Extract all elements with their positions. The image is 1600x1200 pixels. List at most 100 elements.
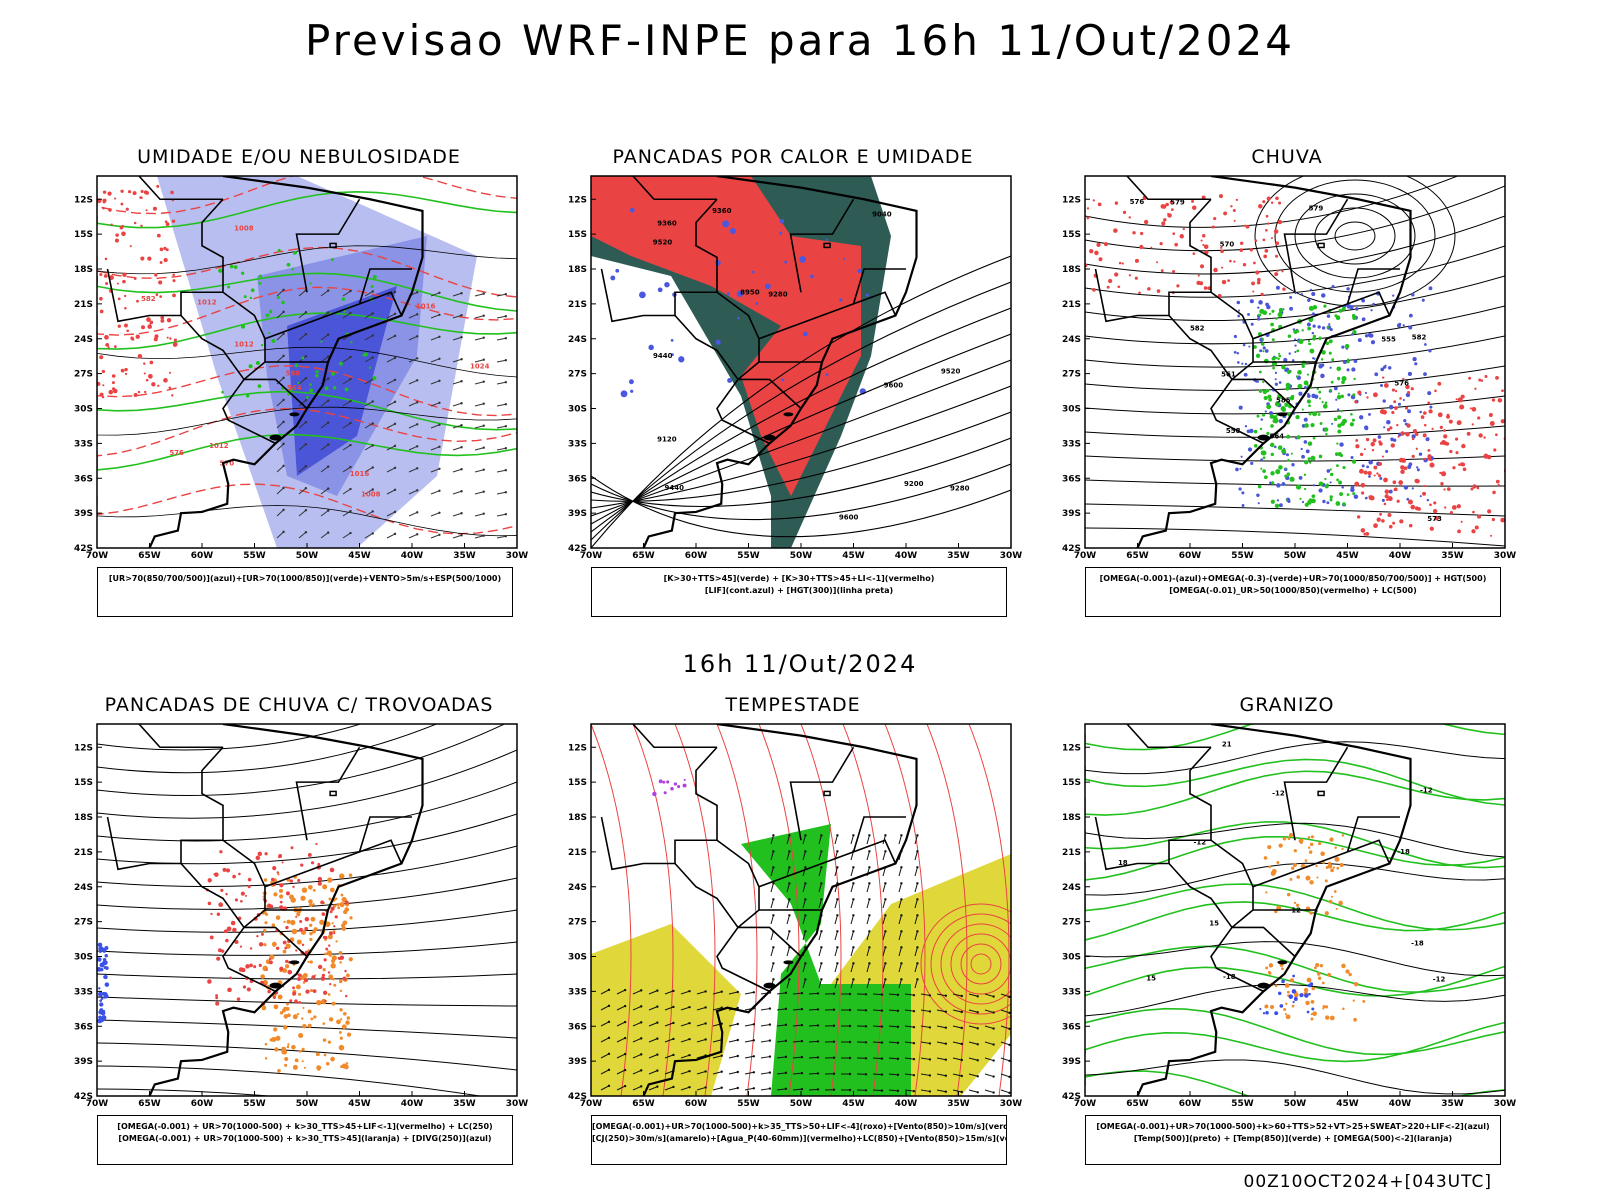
wind-vector [852,882,855,885]
ur-red [1103,242,1109,247]
omega-blue [1303,417,1308,422]
wind-vector [852,914,855,917]
orange-area [309,937,313,942]
red-area [297,878,301,882]
omega-blue [1425,437,1430,442]
red-dot [105,342,110,347]
wind-vector [808,1040,819,1043]
red-area [321,912,326,916]
omega-green [1318,397,1321,400]
wind-vector [736,1054,739,1058]
divergence-blue [102,961,106,965]
orange-area [328,897,332,901]
hail-blue [1306,1010,1310,1014]
state-border-4 [789,198,855,293]
wind-vector [393,312,397,316]
wind-vector [298,311,307,319]
lon-label: 35W [453,1099,476,1109]
wind-vector [496,535,506,539]
wind-vector [430,402,440,407]
omega500-orange [1327,972,1332,977]
wind-vector [944,994,948,997]
omega-green [1257,484,1262,489]
wind-vector [770,963,774,973]
wind-vector [772,866,775,869]
hail-blue [1292,1000,1295,1004]
wind-vector [371,356,374,359]
wind-vector [452,424,462,429]
wind-vector [884,834,887,837]
red-area [238,967,244,972]
wind-vector [802,931,806,941]
wind-vector [304,487,308,490]
wind-vector [648,990,658,995]
omega-green [1337,378,1340,381]
wind-vector [648,1022,658,1027]
ur-red [1363,470,1368,475]
ur-red [1278,201,1282,205]
red-area [249,947,253,950]
omega-blue [1333,386,1338,391]
omega500-orange [1328,861,1332,865]
omega500-orange [1324,1005,1329,1009]
green-dot [350,341,353,344]
wind-vector [786,851,790,861]
ur-red [1448,419,1453,424]
wind-vector [452,402,462,407]
hail-blue [1311,1007,1315,1011]
high-pressure-contour [1314,207,1396,265]
omega-blue [1367,332,1373,338]
red-area [249,963,253,968]
wind-vector [866,851,870,861]
wind-vector [623,1020,627,1024]
hail-blue [1293,997,1298,1002]
ur-red [1455,437,1459,441]
omega500-orange [1336,866,1340,870]
wind-vector [282,530,285,534]
omega-blue [1370,340,1376,345]
wind-vector [474,293,484,297]
wind-vector [386,489,396,495]
wind-vector [474,381,484,385]
green-contour [97,312,517,350]
humidity-area-dark [287,286,397,476]
contour-label: 9280 [768,291,788,299]
omega-green [1350,412,1353,416]
legend-granizo: [OMEGA(-0.001)+UR>70(1000-500)+k>60+TTS>… [1085,1115,1501,1165]
omega-blue [1377,435,1382,439]
state-border-6 [244,926,308,958]
lat-label: 36S [568,1022,587,1032]
wind-vector [816,992,820,995]
red-area [305,989,310,994]
omega500-orange [1324,911,1329,916]
wind-vector [884,978,887,981]
red-area [209,935,214,940]
omega-blue [1407,409,1412,414]
omega500-orange [1293,849,1297,853]
wind-vector [728,1023,738,1027]
wind-vector [416,511,419,514]
red-dot [104,257,108,261]
ur-red [1483,453,1489,459]
ur-red [1368,495,1372,499]
omega-blue [1243,372,1248,377]
red-dot [139,196,143,200]
wind-vector [364,489,374,495]
omega-blue [1307,392,1310,396]
divergence-blue [97,942,103,948]
omega-blue [1418,452,1423,456]
lat-label: 18S [568,813,587,823]
ur-red [1117,285,1121,289]
wind-vector [784,1071,788,1075]
ur-red [1422,491,1427,496]
omega-blue [1311,331,1315,335]
green-dot [250,288,255,293]
ur-red [1274,272,1279,277]
divergence-blue [102,948,107,953]
temp500-contour [1085,741,1505,775]
omega-blue [1398,322,1402,326]
wind-vector [960,1058,963,1062]
orange-area [291,928,298,935]
divergence-blue [102,958,107,962]
green-dot [246,394,250,398]
